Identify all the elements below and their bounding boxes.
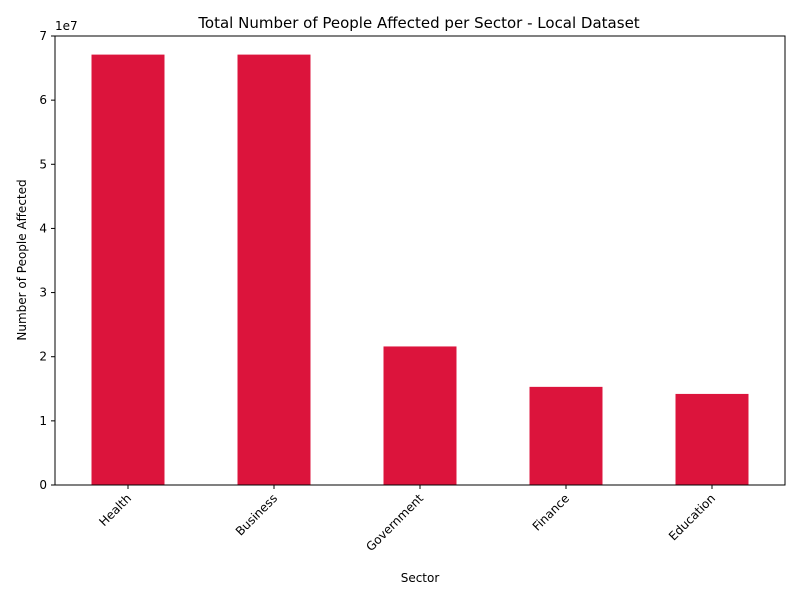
y-tick-label: 1 [39, 414, 47, 428]
bar-health [91, 54, 165, 485]
bar-business [237, 54, 311, 485]
y-axis-ticks: 0 1 2 3 4 5 6 7 [39, 29, 55, 492]
bar-education [675, 393, 749, 485]
y-scale-label: 1e7 [55, 19, 78, 33]
bar-government [383, 346, 457, 485]
bar-finance [529, 386, 603, 485]
y-tick-label: 7 [39, 29, 47, 43]
x-tick-label: Business [233, 491, 280, 538]
y-tick-label: 3 [39, 286, 47, 300]
y-tick-label: 0 [39, 478, 47, 492]
x-axis-ticks: Health Business Government Finance Education [96, 485, 718, 554]
bars [91, 54, 749, 485]
x-tick-label: Health [96, 491, 134, 529]
y-axis-label: Number of People Affected [15, 179, 29, 340]
x-tick-label: Government [363, 491, 426, 554]
plot-frame [54, 35, 786, 486]
y-tick-label: 6 [39, 93, 47, 107]
chart-title: Total Number of People Affected per Sect… [197, 14, 639, 32]
x-tick-label: Education [666, 491, 718, 543]
x-tick-label: Finance [530, 491, 572, 533]
y-tick-label: 4 [39, 221, 47, 235]
y-tick-label: 5 [39, 157, 47, 171]
y-tick-label: 2 [39, 350, 47, 364]
x-axis-label: Sector [401, 571, 440, 585]
